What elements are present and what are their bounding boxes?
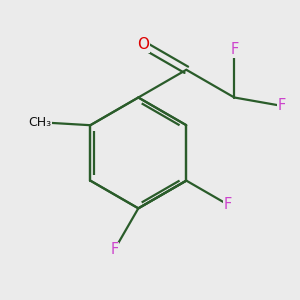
Text: O: O (32, 115, 44, 130)
Text: F: F (110, 242, 118, 257)
Text: O: O (137, 38, 149, 52)
Text: CH₃: CH₃ (28, 116, 51, 129)
Text: F: F (224, 197, 232, 212)
Text: F: F (277, 98, 286, 113)
Text: F: F (230, 42, 238, 57)
